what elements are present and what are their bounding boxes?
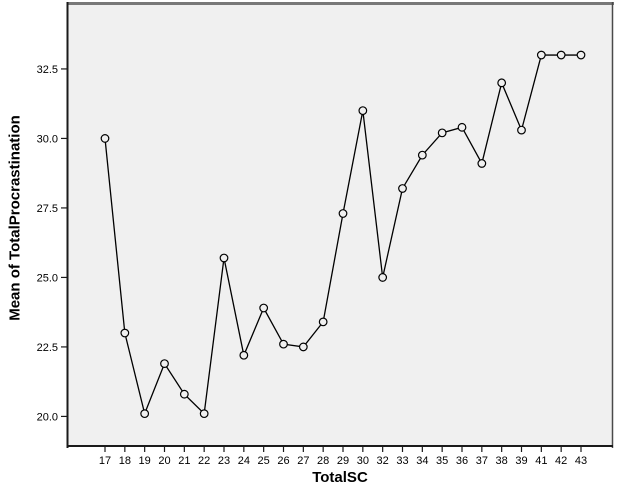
data-point-18 [120, 328, 130, 338]
x-tick-label: 17 [99, 455, 111, 467]
x-tick-label: 25 [258, 455, 270, 467]
data-point-24 [239, 350, 249, 360]
x-tick-label: 38 [496, 455, 508, 467]
x-tick-label: 18 [119, 455, 131, 467]
x-tick-label: 33 [396, 455, 408, 467]
y-tick-label: 30.0 [37, 133, 58, 145]
x-tick-label: 34 [416, 455, 428, 467]
data-point-42 [556, 50, 566, 60]
x-tick-label: 37 [476, 455, 488, 467]
x-tick-label: 22 [198, 455, 210, 467]
plot-background [67, 5, 613, 447]
data-point-20 [160, 359, 169, 369]
data-point-23 [219, 253, 229, 263]
data-point-33 [398, 184, 407, 193]
x-tick-label: 23 [218, 455, 230, 467]
data-point-27 [298, 342, 308, 352]
y-tick-label: 22.5 [37, 342, 58, 354]
x-tick-label: 39 [515, 455, 527, 467]
x-tick-label: 42 [555, 455, 567, 467]
y-tick-label: 32.5 [37, 64, 58, 76]
y-axis-title: Mean of TotalProcrastination [6, 115, 24, 321]
x-tick-label: 32 [377, 455, 389, 467]
x-tick-label: 41 [535, 455, 547, 467]
data-point-32 [378, 273, 388, 282]
x-tick-label: 24 [238, 455, 250, 467]
data-point-26 [279, 339, 288, 349]
x-tick-label: 19 [139, 455, 151, 467]
y-tick-label: 25.0 [37, 272, 58, 284]
x-tick-label: 35 [436, 455, 448, 467]
data-point-36 [457, 122, 467, 132]
data-point-22 [199, 409, 209, 419]
x-tick-label: 20 [158, 455, 170, 467]
data-point-39 [517, 125, 526, 135]
data-point-21 [179, 389, 189, 399]
y-tick-label: 20.0 [37, 411, 58, 423]
x-axis-title: TotalSC [312, 469, 368, 486]
data-point-35 [437, 128, 447, 138]
data-point-25 [259, 303, 269, 313]
data-point-43 [576, 50, 586, 60]
data-point-28 [318, 317, 328, 327]
x-tick-label: 21 [178, 455, 190, 467]
x-tick-label: 43 [575, 455, 587, 467]
y-tick-label: 27.5 [37, 203, 58, 215]
data-point-19 [140, 409, 150, 419]
x-tick-label: 27 [297, 455, 309, 467]
data-point-29 [338, 209, 348, 218]
x-tick-label: 29 [337, 455, 349, 467]
x-tick-label: 28 [317, 455, 329, 467]
data-point-30 [358, 106, 368, 116]
data-point-34 [417, 150, 427, 160]
data-point-17 [100, 134, 110, 143]
data-point-37 [477, 159, 487, 168]
data-point-38 [497, 78, 507, 88]
x-tick-label: 36 [456, 455, 468, 467]
x-tick-label: 30 [357, 455, 369, 467]
data-point-41 [536, 50, 546, 60]
x-tick-label: 26 [277, 455, 289, 467]
